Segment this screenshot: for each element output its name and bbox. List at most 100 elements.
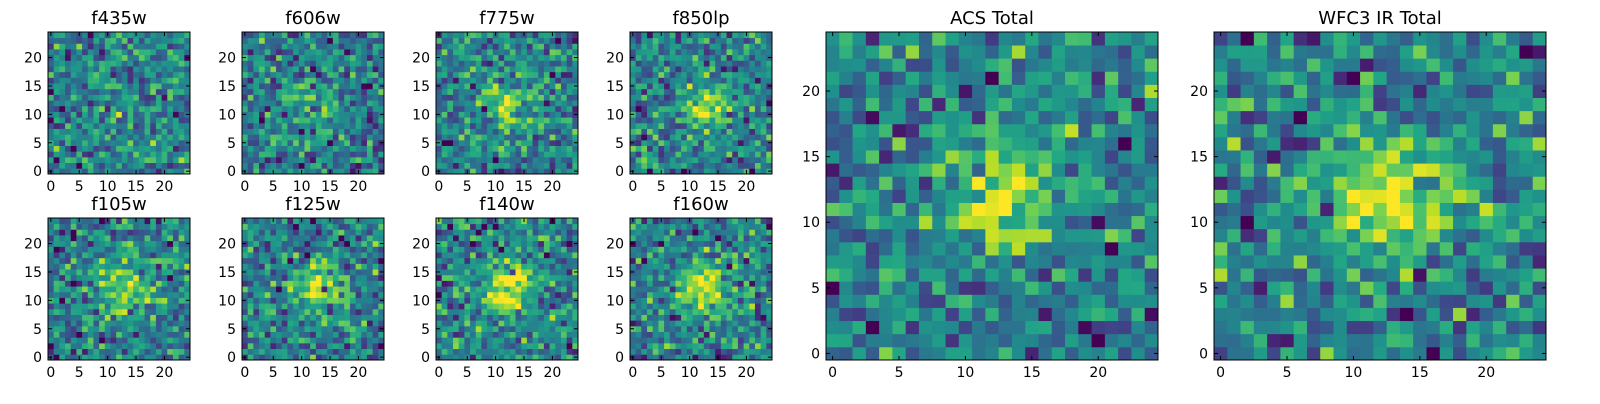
heatmap-cell (71, 229, 77, 235)
heatmap-cell (293, 349, 299, 355)
heatmap-cell (561, 129, 567, 135)
heatmap-cell (333, 55, 339, 61)
heatmap-cell (533, 146, 539, 152)
heatmap-cell (550, 83, 556, 89)
heatmap-cell (715, 134, 721, 140)
heatmap-cell (259, 309, 265, 315)
heatmap-cell (493, 275, 499, 281)
heatmap-cell (128, 106, 134, 112)
heatmap-cell (316, 38, 322, 44)
heatmap-cell (248, 134, 254, 140)
heatmap-cell (738, 280, 744, 286)
heatmap-cell (704, 55, 710, 61)
heatmap-cell (487, 77, 493, 83)
heatmap-cell (527, 303, 533, 309)
heatmap-cell (470, 263, 476, 269)
heatmap-cell (738, 337, 744, 343)
heatmap-cell (248, 315, 254, 321)
heatmap-cells (48, 32, 190, 174)
heatmap-cell (675, 315, 681, 321)
heatmap-cell (436, 275, 442, 281)
heatmap-cell (116, 309, 122, 315)
heatmap-cell (128, 72, 134, 78)
heatmap-cell (253, 89, 259, 95)
heatmap-cell (538, 343, 544, 349)
heatmap-cell (333, 94, 339, 100)
heatmap-cell (681, 112, 687, 118)
heatmap-cell (54, 343, 60, 349)
heatmap-cell (173, 94, 179, 100)
heatmap-cell (732, 60, 738, 66)
heatmap-cell (76, 320, 82, 326)
heatmap-cell (464, 140, 470, 146)
heatmap-cell (727, 315, 733, 321)
heatmap-cell (698, 332, 704, 338)
heatmap-cell (567, 32, 573, 38)
heatmap-cell (504, 49, 510, 55)
heatmap-cell (647, 123, 653, 129)
heatmap-cell (521, 140, 527, 146)
heatmap-cell (681, 77, 687, 83)
heatmap-cell (310, 354, 316, 360)
heatmap-cell (54, 163, 60, 169)
heatmap-cell (704, 129, 710, 135)
heatmap-cell (670, 55, 676, 61)
heatmap-cell (122, 292, 128, 298)
heatmap-cell (133, 106, 139, 112)
heatmap-cell (179, 123, 185, 129)
heatmap-cell (65, 315, 71, 321)
heatmap-cell (242, 258, 248, 264)
heatmap-cell (504, 123, 510, 129)
heatmap-cell (481, 106, 487, 112)
heatmap-cell (299, 49, 305, 55)
heatmap-cell (248, 292, 254, 298)
heatmap-cell (670, 94, 676, 100)
heatmap-cell (350, 320, 356, 326)
heatmap-cell (761, 112, 767, 118)
heatmap-cell (299, 100, 305, 106)
heatmap-cell (373, 151, 379, 157)
heatmap-cell (550, 320, 556, 326)
heatmap-cell (139, 112, 145, 118)
heatmap-cell (350, 151, 356, 157)
heatmap-cell (550, 55, 556, 61)
heatmap-cell (167, 66, 173, 72)
heatmap-cell (162, 151, 168, 157)
heatmap-cell (139, 32, 145, 38)
heatmap-cell (761, 332, 767, 338)
heatmap-cell (658, 49, 664, 55)
heatmap-cell (287, 94, 293, 100)
heatmap-cell (476, 280, 482, 286)
heatmap-cell (367, 43, 373, 49)
heatmap-cell (516, 326, 522, 332)
heatmap-cell (493, 326, 499, 332)
heatmap-cell (139, 72, 145, 78)
heatmap-cell (145, 269, 151, 275)
heatmap-cell (538, 229, 544, 235)
heatmap-cell (48, 123, 54, 129)
heatmap-cell (476, 157, 482, 163)
heatmap-cell (356, 38, 362, 44)
heatmap-cell (487, 117, 493, 123)
heatmap-cell (184, 292, 190, 298)
heatmap-cell (350, 55, 356, 61)
heatmap-cell (333, 280, 339, 286)
heatmap-cell (167, 280, 173, 286)
heatmap-cell (692, 134, 698, 140)
heatmap-cell (122, 337, 128, 343)
heatmap-cell (333, 60, 339, 66)
heatmap-cell (65, 157, 71, 163)
x-tick-label: 0 (46, 365, 55, 381)
heatmap-cell (572, 229, 578, 235)
heatmap-cell (761, 106, 767, 112)
heatmap-cell (65, 134, 71, 140)
heatmap-cell (253, 151, 259, 157)
heatmap-cell (350, 100, 356, 106)
heatmap-cell (276, 235, 282, 241)
heatmap-cell (664, 320, 670, 326)
heatmap-cell (653, 326, 659, 332)
heatmap-cell (316, 83, 322, 89)
heatmap-cell (48, 286, 54, 292)
heatmap-cell (167, 218, 173, 224)
